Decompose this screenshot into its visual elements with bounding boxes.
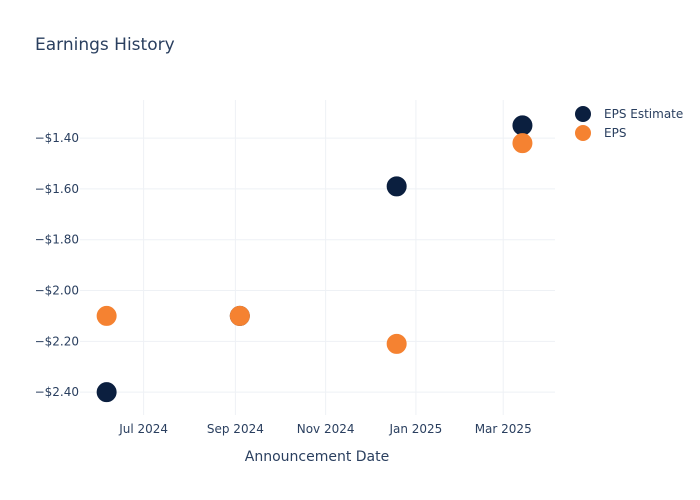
x-tick-label-1: Sep 2024 <box>207 422 264 436</box>
y-tick-labels: −$2.40 −$2.20 −$2.00 −$1.80 −$1.60 −$1.40 <box>35 131 79 399</box>
y-tick-label-5: −$1.40 <box>35 131 79 145</box>
legend: EPS Estimate EPS <box>575 106 683 141</box>
x-tick-label-4: Mar 2025 <box>475 422 532 436</box>
y-gridlines <box>80 137 555 393</box>
x-tick-label-0: Jul 2024 <box>118 422 168 436</box>
eps-estimate-point-2[interactable] <box>386 176 407 197</box>
y-tick-label-1: −$2.20 <box>35 334 79 348</box>
eps-point-1[interactable] <box>229 305 250 326</box>
chart-title: Earnings History <box>35 35 175 55</box>
x-gridlines <box>143 100 504 415</box>
x-tick-labels: Jul 2024 Sep 2024 Nov 2024 Jan 2025 Mar 2025 <box>118 422 532 436</box>
x-tick-label-2: Nov 2024 <box>297 422 355 436</box>
x-tick-label-3: Jan 2025 <box>388 422 442 436</box>
eps-estimate-point-0[interactable] <box>96 382 117 403</box>
y-tick-label-4: −$1.60 <box>35 182 79 196</box>
data-points <box>96 115 533 403</box>
y-tick-label-0: −$2.40 <box>35 385 79 399</box>
eps-point-3[interactable] <box>512 133 533 154</box>
y-tick-label-3: −$1.80 <box>35 233 79 247</box>
eps-estimate-point-3[interactable] <box>512 115 533 136</box>
x-axis-title: Announcement Date <box>245 449 389 465</box>
eps-point-0[interactable] <box>96 305 117 326</box>
eps-point-2[interactable] <box>386 333 407 354</box>
y-tick-label-2: −$2.00 <box>35 284 79 298</box>
legend-label-1[interactable]: EPS <box>604 126 626 140</box>
legend-marker-0[interactable] <box>575 106 591 122</box>
legend-label-0[interactable]: EPS Estimate <box>604 107 683 121</box>
legend-marker-1[interactable] <box>575 125 591 141</box>
